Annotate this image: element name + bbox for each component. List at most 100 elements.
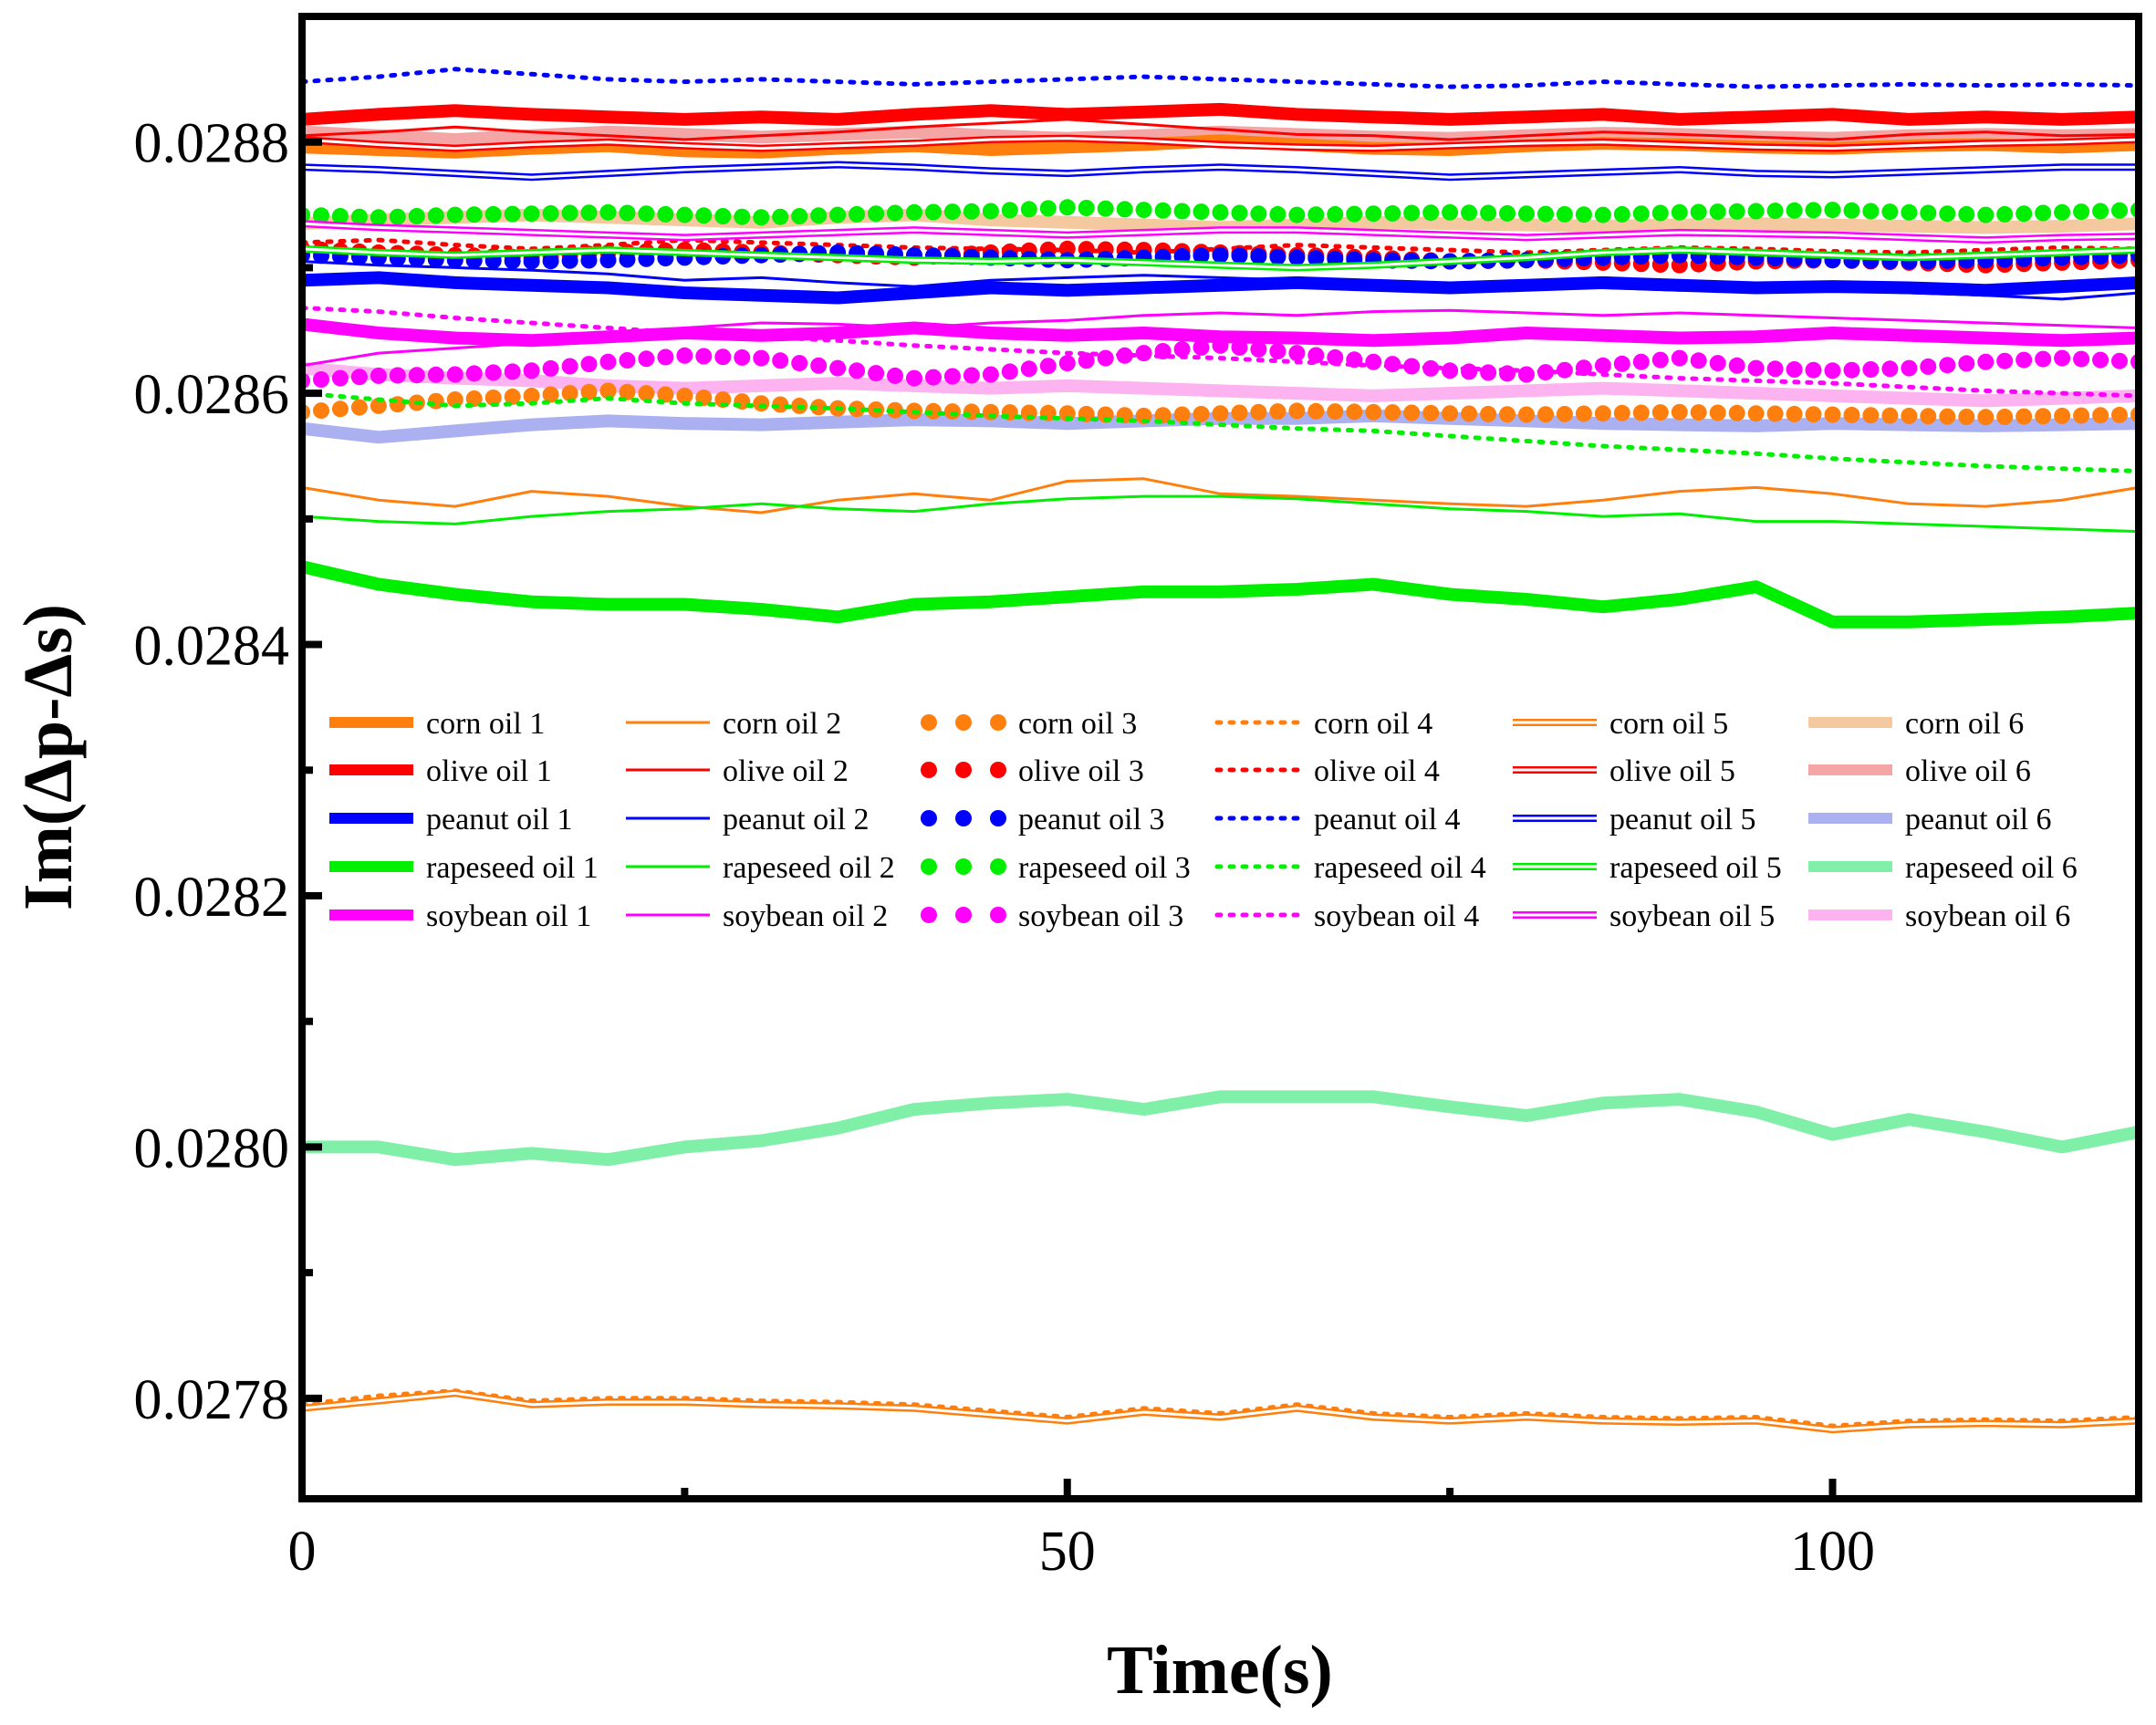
series-point-rapeseed-oil-3 — [1920, 204, 1937, 222]
series-line-inner-rapeseed-oil-5 — [306, 247, 2135, 269]
series-point-rapeseed-oil-3 — [1058, 199, 1076, 216]
series-point-soybean-oil-3 — [1537, 364, 1554, 381]
series-point-rapeseed-oil-3 — [1766, 203, 1784, 220]
series-point-corn-oil-3 — [1499, 406, 1515, 423]
series-point-soybean-oil-3 — [1920, 358, 1937, 375]
series-point-corn-oil-3 — [1346, 403, 1363, 421]
series-point-soybean-oil-3 — [1594, 357, 1611, 374]
series-line-inner-soybean-oil-5 — [306, 222, 2135, 242]
series-point-soybean-oil-3 — [504, 363, 521, 380]
series-line-rapeseed-oil-2 — [306, 494, 2135, 533]
series-point-corn-oil-3 — [1862, 407, 1880, 424]
series-rapeseed-oil-4 — [306, 390, 2135, 473]
series-point-peanut-oil-3 — [1231, 247, 1248, 265]
series-point-rapeseed-oil-3 — [1422, 204, 1440, 222]
series-point-rapeseed-oil-3 — [1269, 205, 1286, 223]
series-point-peanut-oil-3 — [1307, 250, 1325, 267]
series-point-corn-oil-3 — [1881, 407, 1899, 424]
series-point-soybean-oil-3 — [753, 349, 770, 367]
series-point-soybean-oil-3 — [1001, 363, 1018, 380]
series-point-corn-oil-3 — [484, 390, 502, 406]
series-point-corn-oil-3 — [1537, 406, 1554, 423]
series-line-rapeseed-oil-4 — [306, 390, 2135, 473]
series-point-soybean-oil-3 — [446, 366, 463, 383]
series-point-corn-oil-3 — [1384, 404, 1401, 421]
series-point-rapeseed-oil-3 — [1212, 203, 1229, 221]
series-point-soybean-oil-3 — [1709, 355, 1726, 372]
series-point-corn-oil-3 — [313, 402, 329, 420]
series-point-rapeseed-oil-3 — [1805, 202, 1822, 219]
series-point-rapeseed-oil-3 — [2130, 203, 2135, 218]
series-point-corn-oil-3 — [1154, 407, 1172, 424]
series-line-corn-oil-4 — [306, 1388, 2135, 1429]
series-point-corn-oil-3 — [1461, 405, 1478, 422]
series-point-soybean-oil-3 — [1843, 361, 1860, 379]
series-point-rapeseed-oil-3 — [1556, 205, 1573, 223]
series-point-corn-oil-3 — [772, 396, 789, 413]
series-point-rapeseed-oil-3 — [1747, 203, 1765, 220]
series-point-rapeseed-oil-3 — [1671, 203, 1688, 221]
series-point-rapeseed-oil-3 — [1594, 206, 1611, 223]
series-point-corn-oil-3 — [1212, 405, 1229, 422]
series-point-soybean-oil-3 — [389, 367, 406, 384]
series-point-rapeseed-oil-3 — [1135, 202, 1152, 219]
series-point-soybean-oil-3 — [810, 357, 828, 374]
legend-item-olive-oil-5: olive oil 5 — [1513, 754, 1735, 788]
series-point-soybean-oil-3 — [2130, 354, 2135, 369]
series-point-rapeseed-oil-3 — [1881, 203, 1899, 221]
series-point-soybean-oil-3 — [1901, 359, 1918, 377]
series-point-corn-oil-3 — [1977, 409, 1995, 426]
series-point-soybean-oil-3 — [1288, 345, 1306, 362]
series-point-corn-oil-3 — [1671, 403, 1688, 421]
legend-swatch — [990, 858, 1006, 875]
series-point-corn-oil-3 — [963, 403, 980, 421]
series-point-corn-oil-3 — [1939, 408, 1956, 425]
legend-item-soybean-oil-2: soybean oil 2 — [626, 899, 888, 933]
series-point-soybean-oil-3 — [1461, 363, 1478, 380]
series-point-rapeseed-oil-3 — [1958, 205, 1975, 223]
legend-label: rapeseed oil 1 — [426, 851, 599, 885]
series-point-rapeseed-oil-3 — [2092, 203, 2109, 220]
series-point-rapeseed-oil-3 — [925, 203, 942, 221]
series-point-corn-oil-3 — [465, 390, 483, 407]
series-point-rapeseed-oil-3 — [484, 205, 502, 223]
series-point-rapeseed-oil-3 — [542, 204, 559, 222]
series-point-corn-oil-3 — [2073, 407, 2090, 424]
series-point-soybean-oil-3 — [427, 366, 444, 383]
series-point-corn-oil-3 — [561, 385, 578, 402]
series-point-rapeseed-oil-3 — [1442, 203, 1459, 221]
series-point-peanut-oil-3 — [1269, 248, 1286, 265]
series-point-corn-oil-3 — [1747, 405, 1765, 422]
series-point-rapeseed-oil-3 — [408, 208, 425, 224]
y-axis-label: Im(Δp-Δs) — [10, 604, 87, 910]
series-point-soybean-oil-3 — [484, 364, 502, 381]
series-point-soybean-oil-3 — [1632, 353, 1650, 370]
legend-label: corn oil 2 — [723, 707, 841, 741]
series-point-corn-oil-3 — [1193, 405, 1210, 422]
series-point-soybean-oil-3 — [1613, 355, 1630, 372]
y-tick-label: 0.0284 — [134, 616, 290, 678]
series-peanut-oil-2 — [306, 260, 2135, 301]
series-point-peanut-oil-3 — [542, 253, 559, 270]
legend-item-corn-oil-5: corn oil 5 — [1513, 707, 1728, 741]
series-point-soybean-oil-3 — [925, 369, 942, 386]
series-point-soybean-oil-3 — [313, 371, 329, 388]
series-point-soybean-oil-3 — [1671, 349, 1688, 367]
series-point-soybean-oil-3 — [523, 362, 540, 379]
series-point-rapeseed-oil-3 — [963, 203, 980, 220]
series-soybean-oil-2 — [306, 308, 2135, 367]
series-soybean-oil-4 — [306, 306, 2135, 399]
series-point-rapeseed-oil-3 — [1537, 205, 1554, 223]
series-point-soybean-oil-3 — [1862, 361, 1880, 378]
series-point-peanut-oil-3 — [1288, 249, 1306, 266]
series-point-soybean-oil-3 — [1231, 338, 1248, 356]
series-point-rapeseed-oil-3 — [1632, 205, 1650, 223]
series-corn-oil-5 — [306, 1389, 2135, 1434]
series-point-corn-oil-3 — [810, 399, 828, 416]
series-point-soybean-oil-3 — [1958, 355, 1975, 372]
series-point-corn-oil-3 — [2111, 406, 2128, 423]
legend-item-rapeseed-oil-4: rapeseed oil 4 — [1214, 851, 1486, 885]
series-point-corn-oil-3 — [1613, 404, 1630, 421]
series-point-rapeseed-oil-3 — [829, 206, 847, 223]
y-tick-label: 0.0280 — [134, 1117, 290, 1179]
